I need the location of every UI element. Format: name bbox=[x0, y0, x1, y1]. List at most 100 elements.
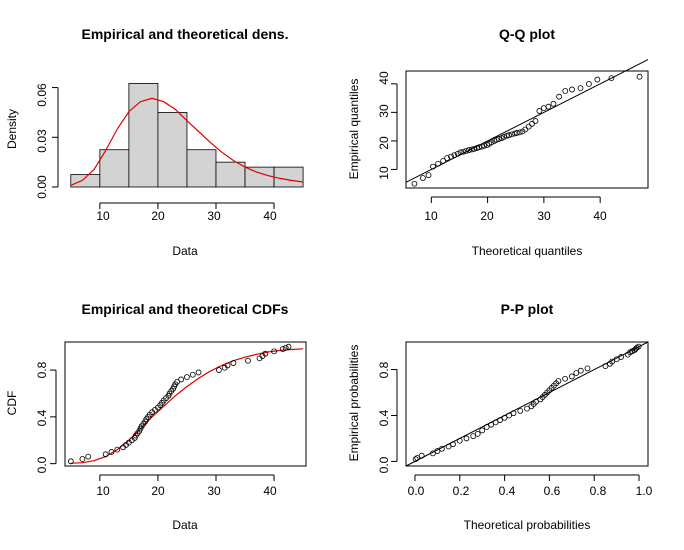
qq-point bbox=[545, 103, 552, 110]
pp-point bbox=[445, 443, 452, 450]
qq-plot-frame bbox=[405, 70, 649, 189]
histogram-bar bbox=[215, 161, 246, 188]
pp-point bbox=[488, 421, 495, 428]
qq-point bbox=[569, 86, 575, 93]
cdf-point bbox=[285, 343, 292, 350]
pp-point bbox=[555, 378, 562, 384]
cdf-point bbox=[189, 371, 196, 378]
cdf-point bbox=[178, 376, 185, 383]
pp-xtick-label: 0.6 bbox=[544, 484, 561, 498]
qq-point bbox=[525, 123, 532, 130]
qq-xtick-label: 10 bbox=[424, 209, 438, 223]
cdf-point bbox=[245, 357, 251, 364]
pp-title: P-P plot bbox=[501, 301, 554, 317]
pp-point bbox=[568, 373, 575, 380]
histogram-bar bbox=[186, 149, 217, 188]
qq-point bbox=[513, 130, 520, 136]
qq-point bbox=[468, 146, 475, 153]
density-panel: Empirical and theoretical dens. Data Den… bbox=[5, 26, 304, 258]
cdf-point bbox=[195, 369, 202, 376]
pp-point bbox=[483, 424, 490, 430]
qq-xtick-label: 40 bbox=[593, 209, 607, 223]
qq-point bbox=[506, 132, 512, 139]
pp-ytick-label: 0.8 bbox=[377, 361, 391, 378]
cdf-xtick-label: 30 bbox=[207, 484, 221, 498]
cdf-point bbox=[282, 344, 289, 351]
qq-point bbox=[430, 163, 436, 170]
pp-point bbox=[533, 398, 539, 405]
qq-point bbox=[457, 149, 464, 156]
cdf-point bbox=[262, 350, 269, 357]
pp-point bbox=[524, 405, 530, 412]
qq-panel: Q-Q plot Theoretical quantiles Empirical… bbox=[347, 26, 649, 258]
histogram-bar bbox=[244, 166, 275, 188]
pp-point bbox=[618, 354, 625, 360]
qq-point bbox=[471, 146, 477, 152]
pp-point bbox=[418, 452, 425, 459]
qq-point bbox=[454, 150, 461, 157]
pp-point bbox=[479, 427, 486, 434]
pp-point bbox=[602, 363, 609, 370]
qq-point bbox=[608, 75, 615, 82]
density-xlabel: Data bbox=[172, 244, 198, 258]
cdf-xlabel: Data bbox=[172, 518, 198, 532]
density-title: Empirical and theoretical dens. bbox=[82, 26, 289, 42]
qq-point bbox=[448, 153, 454, 160]
qq-point bbox=[532, 118, 539, 124]
qq-ytick-label: 10 bbox=[377, 166, 391, 180]
qq-point bbox=[503, 132, 510, 139]
density-xtick-label: 30 bbox=[207, 209, 221, 223]
theoretical-density-curve bbox=[70, 97, 304, 186]
pp-point bbox=[429, 450, 436, 457]
cdf-panel: Empirical and theoretical CDFs Data CDF … bbox=[5, 301, 307, 532]
cdf-point bbox=[271, 348, 277, 355]
qq-xtick-label: 30 bbox=[537, 209, 551, 223]
pp-xtick-label: 0.8 bbox=[590, 484, 607, 498]
qq-xtick-label: 20 bbox=[480, 209, 494, 223]
pp-point bbox=[463, 435, 470, 442]
cdf-title: Empirical and theoretical CDFs bbox=[82, 301, 289, 317]
cdf-point bbox=[85, 453, 92, 460]
density-ylabel: Density bbox=[5, 109, 19, 149]
qq-point bbox=[536, 108, 543, 114]
cdf-point bbox=[230, 360, 237, 366]
qq-point bbox=[411, 180, 418, 187]
qq-point bbox=[562, 88, 569, 94]
qq-point bbox=[529, 120, 535, 127]
histogram-bar bbox=[99, 149, 130, 188]
qq-point bbox=[550, 100, 557, 107]
qq-point bbox=[522, 126, 529, 133]
qq-reference-line bbox=[405, 59, 649, 183]
pp-point bbox=[517, 407, 524, 414]
density-xtick-label: 20 bbox=[151, 209, 165, 223]
pp-point bbox=[573, 370, 580, 376]
pp-point bbox=[510, 410, 517, 417]
cdf-ylabel: CDF bbox=[5, 391, 19, 416]
qq-point bbox=[501, 134, 507, 140]
qq-point bbox=[556, 93, 562, 100]
qq-point bbox=[444, 155, 450, 161]
pp-reference-line bbox=[405, 341, 649, 467]
qq-point bbox=[586, 80, 592, 87]
qq-point bbox=[419, 175, 426, 181]
qq-ytick-label: 30 bbox=[377, 104, 391, 118]
pp-point bbox=[584, 365, 591, 372]
cdf-point bbox=[114, 446, 121, 453]
pp-xtick-label: 1.0 bbox=[636, 484, 653, 498]
pp-ylabel: Empirical probabilities bbox=[347, 345, 361, 462]
pp-point bbox=[438, 445, 445, 452]
pp-point bbox=[414, 455, 421, 461]
pp-xtick-label: 0.2 bbox=[453, 484, 470, 498]
histogram-bar bbox=[157, 112, 188, 188]
pp-point bbox=[577, 367, 584, 374]
pp-plot-frame bbox=[405, 341, 649, 467]
pp-panel: P-P plot Theoretical probabilities Empir… bbox=[347, 301, 653, 532]
pp-point bbox=[450, 441, 456, 448]
pp-point bbox=[501, 414, 508, 421]
pp-point bbox=[470, 433, 477, 440]
qq-point bbox=[516, 129, 523, 136]
qq-title: Q-Q plot bbox=[499, 26, 555, 42]
qq-point bbox=[476, 144, 483, 151]
pp-point bbox=[492, 419, 499, 426]
cdf-point bbox=[279, 346, 286, 352]
